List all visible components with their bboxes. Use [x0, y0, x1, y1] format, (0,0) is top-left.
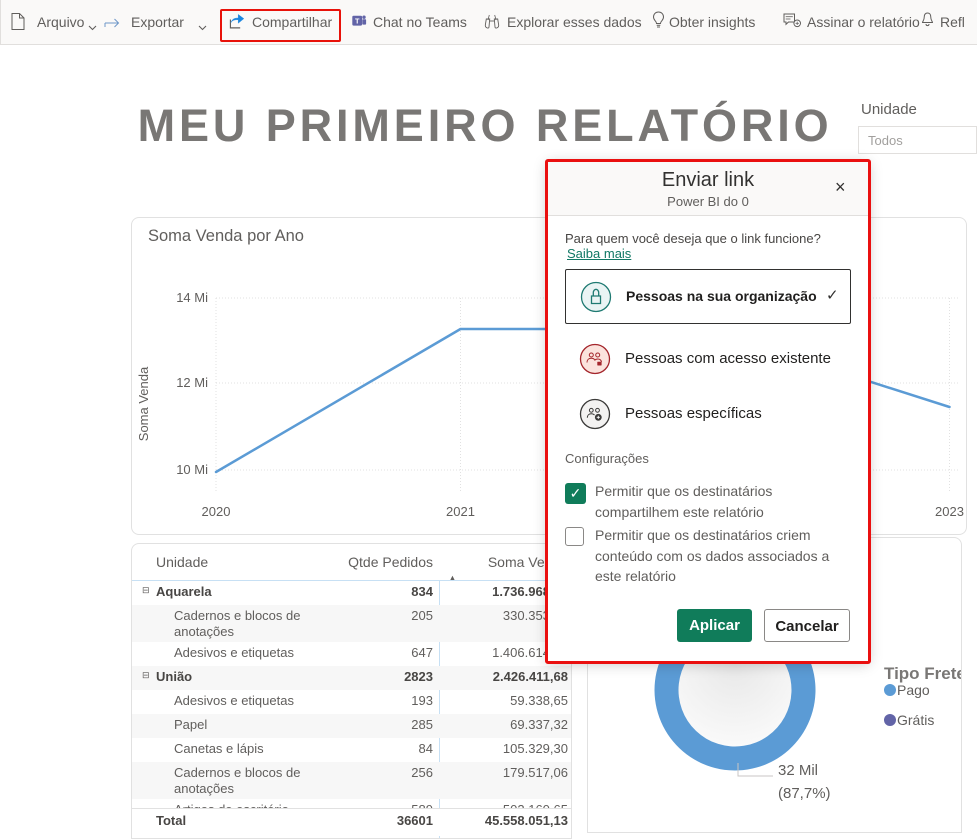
svg-text:10 Mi: 10 Mi — [176, 462, 208, 477]
svg-text:2021: 2021 — [446, 504, 475, 519]
svg-text:14 Mi: 14 Mi — [176, 290, 208, 305]
svg-text:2023: 2023 — [935, 504, 964, 519]
svg-text:2020: 2020 — [202, 504, 231, 519]
svg-text:Soma Venda: Soma Venda — [136, 366, 151, 441]
svg-text:12 Mi: 12 Mi — [176, 375, 208, 390]
svg-text:T: T — [355, 16, 360, 25]
svg-text:32 Mil: 32 Mil — [778, 762, 818, 779]
svg-text:(87,7%): (87,7%) — [778, 785, 831, 802]
